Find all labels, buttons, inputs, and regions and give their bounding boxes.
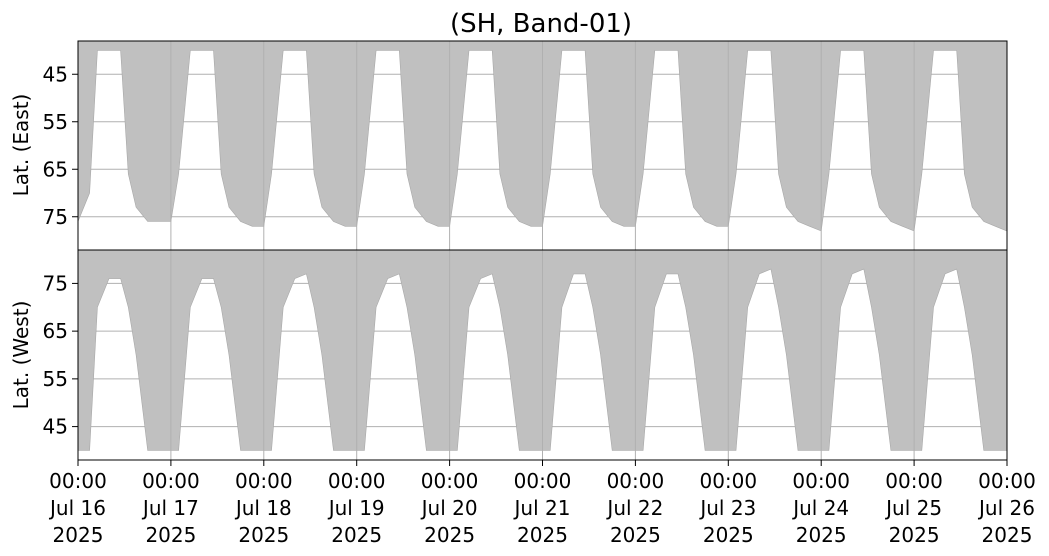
xtick-day-2025-07-17: Jul 17	[141, 496, 199, 520]
panel-east-vertical-gridlines	[77, 41, 1008, 250]
xtick-year-2025-07-17: 2025	[145, 523, 196, 547]
panel-east: 45 55 65 75 Lat. (East)	[9, 40, 1008, 251]
xtick-year-2025-07-24: 2025	[796, 523, 847, 547]
east-ytick-label-45: 45	[43, 62, 68, 86]
west-ytick-label-75: 75	[43, 271, 68, 295]
xtick-year-2025-07-19: 2025	[331, 523, 382, 547]
xtick-day-2025-07-21: Jul 21	[513, 496, 571, 520]
xtick-time-2025-07-26: 00:00	[978, 469, 1036, 493]
xtick-time-2025-07-16: 00:00	[49, 469, 107, 493]
xtick-time-2025-07-18: 00:00	[235, 469, 293, 493]
xtick-year-2025-07-21: 2025	[517, 523, 568, 547]
xtick-year-2025-07-23: 2025	[703, 523, 754, 547]
west-ytick-label-55: 55	[43, 367, 68, 391]
xtick-time-2025-07-21: 00:00	[514, 469, 572, 493]
xtick-year-2025-07-18: 2025	[238, 523, 289, 547]
east-ytick-label-75: 75	[43, 205, 68, 229]
chart-title: (SH, Band-01)	[450, 9, 632, 39]
xtick-year-2025-07-25: 2025	[889, 523, 940, 547]
xtick-day-2025-07-18: Jul 18	[234, 496, 292, 520]
xtick-time-2025-07-25: 00:00	[885, 469, 943, 493]
xtick-day-2025-07-26: Jul 26	[977, 496, 1035, 520]
xtick-day-2025-07-23: Jul 23	[698, 496, 756, 520]
xtick-time-2025-07-19: 00:00	[328, 469, 386, 493]
xtick-day-2025-07-20: Jul 20	[420, 496, 478, 520]
east-ytick-label-55: 55	[43, 110, 68, 134]
panel-east-y-ticks: 45 55 65 75	[43, 62, 78, 229]
xtick-day-2025-07-19: Jul 19	[327, 496, 385, 520]
xtick-year-2025-07-26: 2025	[982, 523, 1033, 547]
panel-west: 45 55 65 75 Lat. (West)	[9, 249, 1008, 461]
panel-west-y-ticks: 45 55 65 75	[43, 271, 78, 439]
xtick-year-2025-07-20: 2025	[424, 523, 475, 547]
x-axis-ticks: 00:00 Jul 16 2025 00:00 Jul 17 2025 00:00 Jul 1…	[48, 460, 1036, 547]
xtick-day-2025-07-24: Jul 24	[791, 496, 849, 520]
xtick-day-2025-07-25: Jul 25	[884, 496, 942, 520]
xtick-time-2025-07-23: 00:00	[699, 469, 757, 493]
xtick-day-2025-07-16: Jul 16	[48, 496, 106, 520]
xtick-time-2025-07-17: 00:00	[142, 469, 200, 493]
panel-east-ylabel: Lat. (East)	[9, 94, 33, 197]
panel-west-ylabel: Lat. (West)	[9, 301, 33, 410]
xtick-time-2025-07-22: 00:00	[607, 469, 665, 493]
west-ytick-label-65: 65	[43, 319, 68, 343]
xtick-time-2025-07-20: 00:00	[421, 469, 479, 493]
xtick-day-2025-07-22: Jul 22	[605, 496, 663, 520]
xtick-year-2025-07-16: 2025	[53, 523, 104, 547]
xtick-time-2025-07-24: 00:00	[792, 469, 850, 493]
west-ytick-label-45: 45	[43, 415, 68, 439]
xtick-year-2025-07-22: 2025	[610, 523, 661, 547]
east-ytick-label-65: 65	[43, 157, 68, 181]
